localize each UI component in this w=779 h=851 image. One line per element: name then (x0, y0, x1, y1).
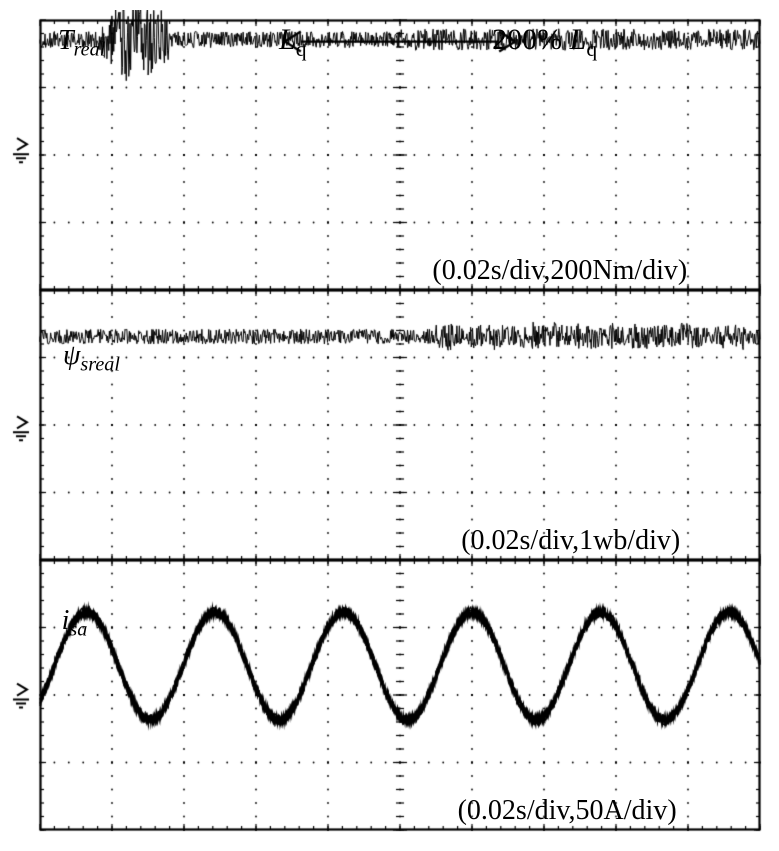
oscilloscope-canvas (10, 10, 769, 841)
oscilloscope-figure: Treal(0.02s/div,200Nm/div)ψsreal(0.02s/d… (10, 10, 769, 841)
